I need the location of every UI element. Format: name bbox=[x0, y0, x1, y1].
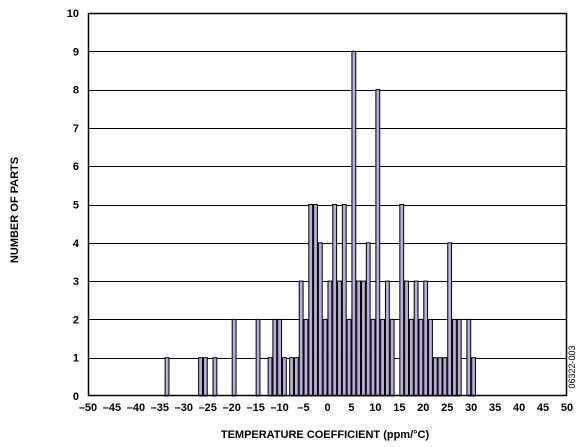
histogram-bar bbox=[256, 319, 260, 396]
histogram-bar bbox=[438, 358, 442, 396]
histogram-bar bbox=[304, 319, 308, 396]
histogram-bar bbox=[268, 358, 272, 396]
histogram-bar bbox=[443, 358, 447, 396]
y-tick-label: 6 bbox=[73, 161, 79, 173]
x-tick-label: 40 bbox=[513, 402, 525, 414]
histogram-bar bbox=[453, 319, 457, 396]
histogram-bar bbox=[419, 319, 423, 396]
x-tick-label: 5 bbox=[348, 402, 354, 414]
y-tick-label: 4 bbox=[73, 238, 80, 250]
histogram-bar bbox=[282, 358, 286, 396]
histogram-bar bbox=[424, 281, 428, 396]
histogram-bar bbox=[357, 281, 361, 396]
histogram-bar bbox=[299, 281, 303, 396]
histogram-bar bbox=[381, 319, 385, 396]
x-tick-label: –30 bbox=[175, 402, 193, 414]
y-tick-label: 10 bbox=[67, 8, 79, 20]
x-tick-label: 25 bbox=[441, 402, 453, 414]
y-tick-label: 1 bbox=[73, 353, 79, 365]
x-tick-label: –45 bbox=[103, 402, 121, 414]
x-tick-label: –15 bbox=[246, 402, 264, 414]
histogram-bar bbox=[213, 358, 217, 396]
histogram-bar bbox=[278, 319, 282, 396]
histogram-bar bbox=[232, 319, 236, 396]
x-tick-label: 50 bbox=[561, 402, 573, 414]
histogram-bar bbox=[273, 319, 277, 396]
histogram-bar bbox=[448, 243, 452, 396]
histogram-bar bbox=[405, 281, 409, 396]
histogram-bar bbox=[323, 319, 327, 396]
x-tick-label: –35 bbox=[151, 402, 169, 414]
histogram-bar bbox=[352, 51, 356, 396]
histogram-bar bbox=[376, 90, 380, 396]
x-tick-label: 15 bbox=[393, 402, 405, 414]
histogram-bars bbox=[165, 51, 475, 396]
y-axis-label: NUMBER OF PARTS bbox=[9, 157, 21, 263]
x-tick-label: –20 bbox=[223, 402, 241, 414]
histogram-bar bbox=[390, 319, 394, 396]
y-tick-label: 9 bbox=[73, 46, 79, 58]
histogram-bar bbox=[429, 319, 433, 396]
histogram-bar bbox=[457, 319, 461, 396]
y-tick-label: 7 bbox=[73, 123, 79, 135]
figure-code: 06322-003 bbox=[567, 345, 577, 388]
histogram-bar bbox=[467, 319, 471, 396]
histogram-bar bbox=[294, 358, 298, 396]
x-tick-label: –5 bbox=[297, 402, 309, 414]
x-tick-label: 45 bbox=[537, 402, 549, 414]
histogram-bar bbox=[409, 319, 413, 396]
x-tick-label: –40 bbox=[127, 402, 145, 414]
histogram-bar bbox=[309, 205, 313, 397]
x-tick-label: 20 bbox=[417, 402, 429, 414]
histogram-bar bbox=[314, 205, 318, 397]
histogram-bar bbox=[472, 358, 476, 396]
x-tick-label: –25 bbox=[199, 402, 217, 414]
y-tick-label: 5 bbox=[73, 200, 79, 212]
histogram-bar bbox=[347, 319, 351, 396]
histogram-bar bbox=[165, 358, 169, 396]
x-tick-label: 30 bbox=[465, 402, 477, 414]
histogram-bar bbox=[199, 358, 203, 396]
y-tick-label: 8 bbox=[73, 85, 79, 97]
histogram-bar bbox=[328, 281, 332, 396]
x-tick-label: 35 bbox=[489, 402, 501, 414]
x-tick-label: –50 bbox=[79, 402, 97, 414]
y-tick-label: 2 bbox=[73, 314, 79, 326]
histogram-bar bbox=[203, 358, 207, 396]
x-tick-label: –10 bbox=[270, 402, 288, 414]
histogram-bar bbox=[333, 205, 337, 397]
histogram-bar bbox=[318, 243, 322, 396]
histogram-bar bbox=[342, 205, 346, 397]
histogram-bar bbox=[414, 281, 418, 396]
histogram-bar bbox=[290, 358, 294, 396]
x-tick-labels: –50 –45 –40 –35 –30 –25 –20 –15 –10 –5 0 5 10 15 20 25 3… bbox=[79, 402, 573, 414]
histogram-bar bbox=[362, 281, 366, 396]
histogram-bar bbox=[338, 281, 342, 396]
histogram-bar bbox=[400, 205, 404, 397]
histogram-bar bbox=[385, 281, 389, 396]
x-tick-label: 10 bbox=[369, 402, 381, 414]
histogram-bar bbox=[366, 243, 370, 396]
x-tick-label: 0 bbox=[324, 402, 330, 414]
histogram-bar bbox=[433, 358, 437, 396]
histogram-bar bbox=[371, 319, 375, 396]
x-axis-label: TEMPERATURE COEFFICIENT (ppm/°C) bbox=[221, 429, 430, 441]
y-tick-label: 3 bbox=[73, 276, 79, 288]
